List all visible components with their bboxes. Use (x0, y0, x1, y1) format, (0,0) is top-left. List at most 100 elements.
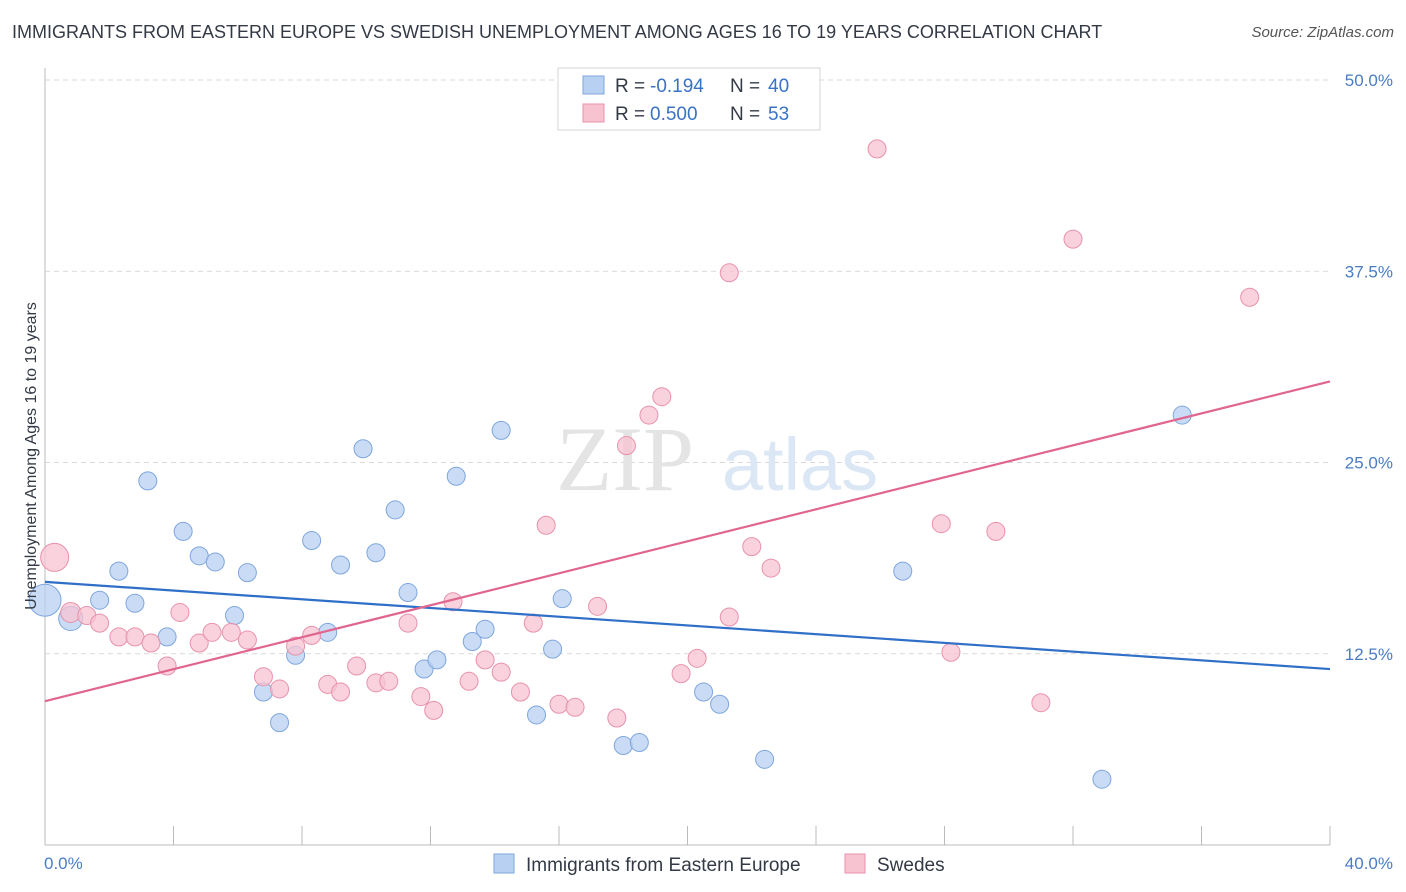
immigrants-point-3 (109, 561, 129, 581)
legend-n-value-2: 53 (768, 104, 789, 125)
immigrants-point-5 (138, 471, 158, 491)
swedes-point-38 (652, 387, 672, 407)
immigrants-point-26 (475, 619, 495, 639)
legend-r-label-1: R = (615, 76, 645, 97)
swedes-point-30 (523, 613, 543, 633)
swedes-point-33 (565, 697, 585, 717)
legend-r-value-1: -0.194 (650, 76, 704, 97)
swedes-point-35 (607, 708, 627, 728)
swedes-point-11 (221, 622, 241, 642)
immigrants-point-6 (157, 627, 177, 647)
series-legend: Immigrants from Eastern Europe Swedes (493, 853, 945, 876)
swedes-point-32 (549, 694, 569, 714)
immigrants-point-0 (28, 583, 62, 617)
swedes-point-46 (931, 514, 951, 534)
axes (44, 68, 1331, 846)
swedes-point-9 (189, 633, 209, 653)
y-tick-label-2: 37.5% (1345, 262, 1393, 281)
series-swedes-points (40, 81, 1260, 728)
immigrants-point-13 (270, 713, 290, 733)
swedes-point-39 (671, 664, 691, 684)
grid-lines (45, 79, 1330, 655)
immigrants-point-17 (331, 555, 351, 575)
x-tick-label-0: 0.0% (44, 854, 83, 873)
source-label: Source: ZipAtlas.com (1251, 24, 1394, 41)
x-tick-label-1: 40.0% (1345, 854, 1393, 873)
immigrants-point-11 (237, 563, 257, 583)
tick-labels: 12.5% 25.0% 37.5% 50.0% 0.0% 40.0% (44, 71, 1393, 873)
swedes-point-50 (1063, 229, 1083, 249)
swedes-point-0 (40, 542, 70, 572)
watermark-zip: ZIP (556, 408, 694, 510)
y-axis-label: Unemployment Among Ages 16 to 19 years (23, 302, 40, 610)
immigrants-point-9 (205, 552, 225, 572)
legend-swatch-immigrants (493, 853, 515, 874)
swedes-point-14 (270, 679, 290, 699)
immigrants-point-27 (491, 420, 511, 440)
legend-r-label-2: R = (615, 104, 645, 125)
swedes-point-21 (379, 671, 399, 691)
swedes-point-13 (253, 667, 273, 687)
legend-series-swedes: Swedes (877, 855, 945, 876)
swedes-point-5 (125, 627, 145, 647)
immigrants-point-20 (385, 500, 405, 520)
swedes-point-4 (109, 627, 129, 647)
legend-swatch-swedes (844, 853, 866, 874)
immigrants-point-28 (527, 705, 547, 725)
swedes-point-18 (331, 682, 351, 702)
immigrants-point-18 (353, 439, 373, 459)
immigrants-point-4 (125, 593, 145, 613)
swedes-point-29 (510, 682, 530, 702)
immigrants-point-37 (1092, 769, 1112, 789)
swedes-point-8 (170, 602, 190, 622)
immigrants-point-22 (414, 659, 434, 679)
legend-r-value-2: 0.500 (650, 104, 698, 125)
immigrants-point-34 (710, 694, 730, 714)
swedes-trend-line (44, 380, 1331, 703)
legend-swatch-blue (582, 75, 605, 95)
immigrants-point-8 (189, 546, 209, 566)
swedes-point-12 (237, 630, 257, 650)
chart-title: IMMIGRANTS FROM EASTERN EUROPE VS SWEDIS… (12, 22, 1103, 42)
trend-lines (44, 380, 1331, 703)
swedes-point-23 (411, 687, 431, 707)
legend-n-label-1: N = (730, 76, 760, 97)
swedes-point-41 (719, 607, 739, 627)
immigrants-point-19 (366, 543, 386, 563)
immigrants-point-24 (446, 466, 466, 486)
immigrants-point-2 (90, 590, 110, 610)
y-tick-label-3: 50.0% (1345, 71, 1393, 90)
swedes-point-42 (719, 263, 739, 283)
immigrants-point-31 (613, 736, 633, 756)
legend-n-label-2: N = (730, 104, 760, 125)
immigrants-point-10 (225, 606, 245, 625)
swedes-point-1 (60, 601, 82, 623)
immigrants-point-29 (543, 639, 563, 659)
legend-swatch-pink (582, 103, 605, 123)
immigrants-point-25 (462, 632, 482, 652)
swedes-point-28 (491, 662, 511, 682)
swedes-point-36 (616, 436, 636, 456)
immigrants-point-15 (302, 531, 322, 551)
legend-n-value-1: 40 (768, 76, 789, 97)
swedes-point-27 (475, 650, 495, 670)
swedes-point-51 (1240, 287, 1260, 307)
swedes-point-26 (459, 671, 479, 691)
immigrants-point-23 (427, 650, 447, 670)
swedes-point-3 (90, 613, 110, 633)
swedes-point-49 (1031, 693, 1051, 713)
y-tick-label-1: 25.0% (1345, 454, 1393, 473)
immigrants-point-21 (398, 583, 418, 603)
watermark: ZIP atlas (556, 408, 878, 510)
immigrants-point-30 (552, 589, 572, 609)
swedes-point-47 (941, 642, 961, 662)
swedes-point-40 (687, 648, 707, 668)
swedes-point-45 (867, 139, 887, 159)
swedes-point-43 (742, 537, 762, 557)
correlation-legend: R = -0.194 N = 40 R = 0.500 N = 53 (557, 67, 821, 131)
swedes-point-24 (424, 700, 444, 720)
watermark-atlas: atlas (722, 423, 878, 506)
swedes-point-6 (141, 633, 161, 653)
swedes-point-22 (398, 613, 418, 633)
